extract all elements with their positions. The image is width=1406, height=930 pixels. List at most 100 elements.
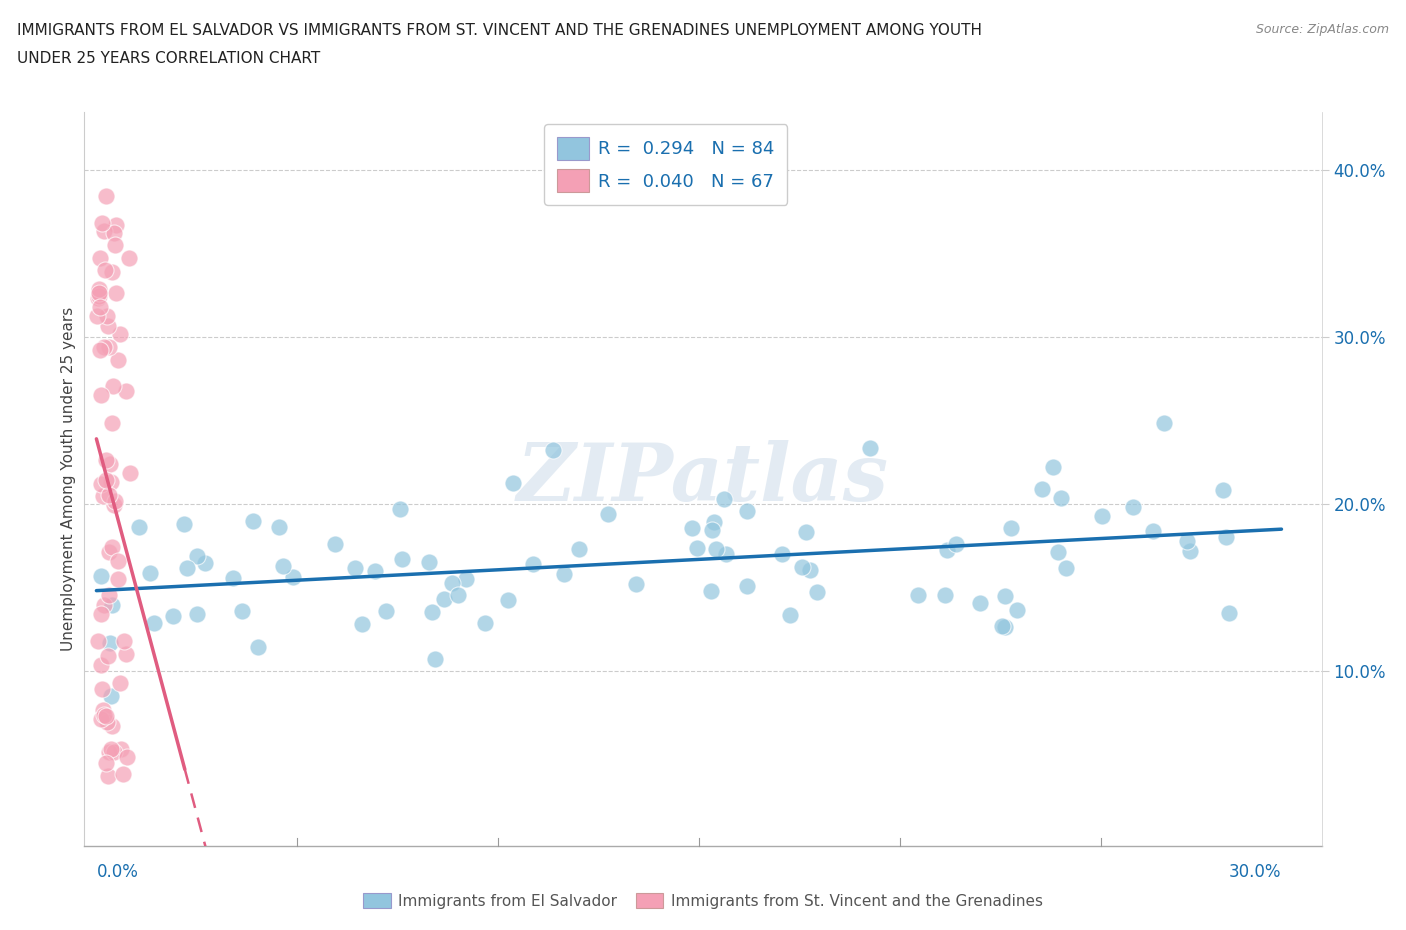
Point [108,675,131,690]
Point [93,598,115,613]
Point [110,326,132,341]
Point [391,551,413,566]
Point [101,379,124,393]
Point [626,577,648,591]
Point [231,604,253,618]
Point [420,604,443,619]
Point [100,539,122,554]
Point [700,583,723,598]
Point [994,620,1017,635]
Text: 0.0%: 0.0% [97,863,138,881]
Point [193,556,215,571]
Point [96,715,118,730]
Point [94,755,117,770]
Point [98,635,121,650]
Point [502,475,524,490]
Point [343,561,366,576]
Point [110,741,132,756]
Y-axis label: Unemployment Among Youth under 25 years: Unemployment Among Youth under 25 years [60,307,76,651]
Point [107,352,129,367]
Point [97,769,120,784]
Point [323,537,346,551]
Point [1031,482,1053,497]
Point [242,514,264,529]
Text: 30.0%: 30.0% [1229,863,1281,881]
Point [176,561,198,576]
Point [94,188,117,203]
Point [796,525,818,540]
Point [94,262,117,277]
Point [907,588,929,603]
Point [87,291,110,306]
Point [94,453,117,468]
Point [281,569,304,584]
Point [89,286,111,300]
Point [162,608,184,623]
Point [474,616,496,631]
Point [541,443,564,458]
Point [186,548,208,563]
Point [115,646,138,661]
Point [425,651,447,666]
Point [456,572,478,587]
Point [101,264,124,279]
Point [1175,534,1198,549]
Point [1054,561,1077,576]
Point [273,559,295,574]
Point [115,384,138,399]
Point [713,491,735,506]
Point [1046,545,1069,560]
Point [969,596,991,611]
Point [98,544,121,559]
Point [945,537,967,551]
Point [91,488,114,503]
Point [1218,605,1240,620]
Point [418,554,440,569]
Point [118,250,141,265]
Point [105,286,128,300]
Point [522,557,544,572]
Point [350,617,373,631]
Point [1091,509,1114,524]
Point [89,300,111,315]
Point [994,589,1017,604]
Point [90,682,112,697]
Point [222,570,245,585]
Point [118,466,141,481]
Point [1122,499,1144,514]
Point [103,498,125,512]
Point [94,472,117,487]
Text: Source: ZipAtlas.com: Source: ZipAtlas.com [1256,23,1389,36]
Point [246,640,269,655]
Point [103,744,125,759]
Point [107,553,129,568]
Point [89,251,111,266]
Point [98,588,121,603]
Point [440,576,463,591]
Point [934,588,956,603]
Point [87,633,110,648]
Point [1153,416,1175,431]
Point [86,309,108,324]
Point [91,215,114,230]
Point [779,607,801,622]
Point [991,618,1014,633]
Point [100,688,122,703]
Point [704,541,727,556]
Point [374,604,396,618]
Point [173,517,195,532]
Point [735,504,758,519]
Point [107,572,129,587]
Point [98,488,121,503]
Point [792,560,814,575]
Point [186,606,208,621]
Point [104,218,127,232]
Point [806,584,828,599]
Point [598,507,620,522]
Point [935,542,957,557]
Point [94,709,117,724]
Point [389,501,412,516]
Point [447,588,470,603]
Point [90,568,112,583]
Point [90,658,112,672]
